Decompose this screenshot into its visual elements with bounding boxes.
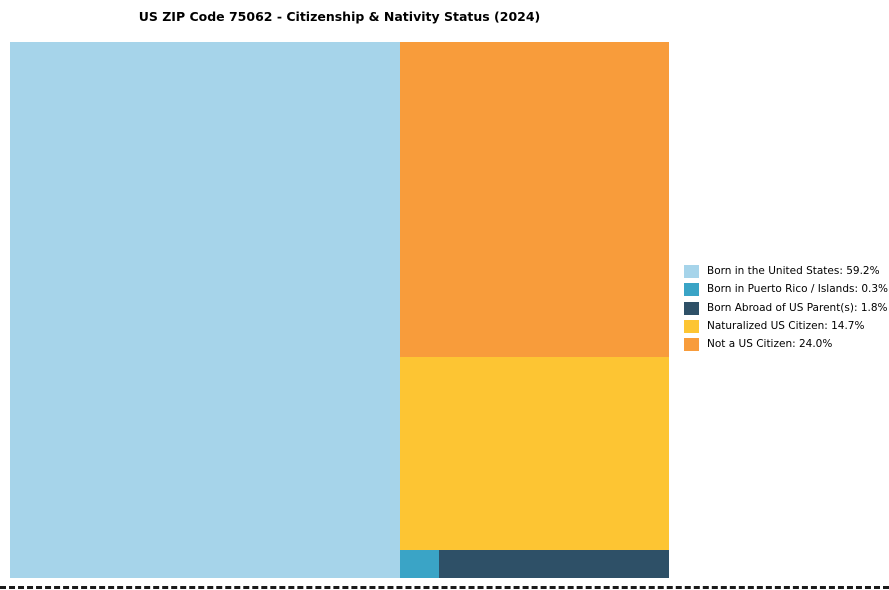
legend-swatch — [684, 301, 699, 315]
dashed-boundary-line — [0, 586, 889, 589]
legend-item-born-in-puerto-rico-islands: Born in Puerto Rico / Islands: 0.3% — [684, 283, 889, 297]
legend-label: Born Abroad of US Parent(s): 1.8% — [707, 301, 888, 314]
treemap-block-born-abroad-of-us-parent-s — [438, 550, 669, 578]
legend-swatch — [684, 338, 699, 352]
legend-item-born-in-the-united-states: Born in the United States: 59.2% — [684, 265, 888, 278]
legend-swatch — [684, 319, 699, 333]
treemap-block-born-in-the-united-states — [10, 42, 401, 578]
legend-label: Born in the United States: 59.2% — [707, 265, 880, 277]
legend-label: Naturalized US Citizen: 14.7% — [707, 319, 865, 332]
treemap-block-not-a-us-citizen — [400, 42, 669, 358]
treemap — [10, 42, 669, 578]
legend-label: Not a US Citizen: 24.0% — [707, 338, 833, 351]
treemap-block-born-in-puerto-rico-islands — [400, 550, 439, 578]
legend: Born in the United States: 59.2% Born in … — [684, 265, 888, 356]
legend-swatch — [684, 265, 699, 278]
legend-label: Born in Puerto Rico / Islands: 0.3% — [707, 283, 889, 296]
chart-title: US ZIP Code 75062 - Citizenship & Nativi… — [138, 9, 541, 24]
legend-item-not-a-us-citizen: Not a US Citizen: 24.0% — [684, 338, 888, 352]
treemap-block-naturalized-us-citizen — [400, 357, 669, 551]
legend-swatch — [684, 283, 699, 297]
legend-item-naturalized-us-citizen: Naturalized US Citizen: 14.7% — [684, 319, 888, 333]
legend-item-born-abroad-of-us-parent-s: Born Abroad of US Parent(s): 1.8% — [684, 301, 888, 315]
